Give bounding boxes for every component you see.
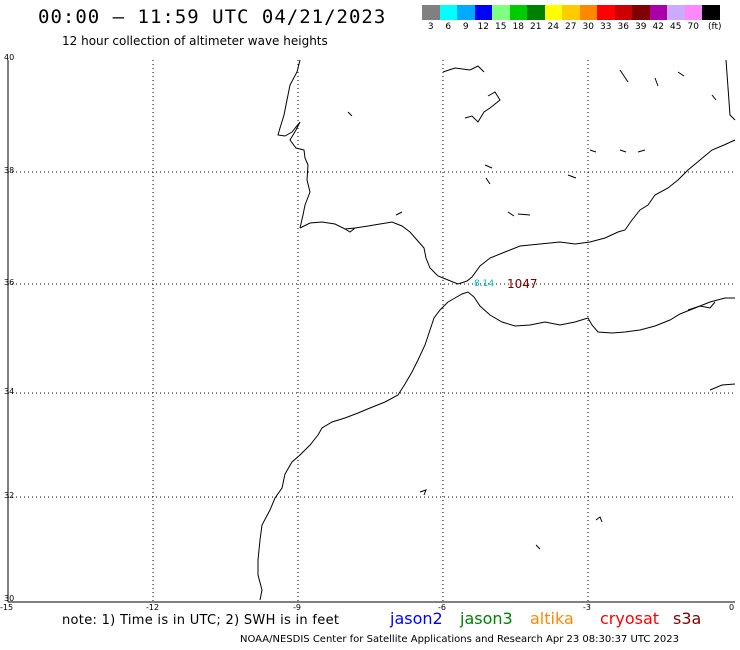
legend-swatch [527,5,545,20]
satellite-legend-jason3: jason3 [460,609,513,628]
coastline [257,59,736,601]
legend-label: 70 [687,22,699,32]
legend-label: 30 [582,22,594,32]
legend-label: 27 [565,22,577,32]
map-frame [7,60,735,603]
lat-label-30: 30 [4,594,15,603]
legend-swatch [474,5,492,20]
legend-label: 39 [635,22,647,32]
lon-label-minus9: -9 [293,603,301,612]
lat-label-38: 38 [4,166,15,175]
legend-swatch [509,5,527,20]
legend-label: 21 [530,22,542,32]
legend-swatch [544,5,562,20]
color-legend-labels: 3 6 9 12 15 18 21 24 27 30 33 36 39 42 45 70 (ft) [422,22,740,34]
satellite-legend-altika: altika [530,609,574,628]
lat-label-34: 34 [4,387,15,396]
legend-swatch [422,5,440,20]
legend-swatch [579,5,597,20]
legend-swatch [562,5,580,20]
lat-label-32: 32 [4,491,15,500]
legend-label: 6 [445,22,452,32]
legend-swatch [614,5,632,20]
satellite-legend-cryosat: cryosat [600,609,660,628]
legend-swatch [439,5,457,20]
lon-label-minus12: -12 [146,603,160,612]
legend-swatch [632,5,650,20]
legend-label: 18 [512,22,524,32]
lat-label-40: 40 [4,53,15,62]
legend-label: 45 [670,22,682,32]
legend-label: (ft) [707,22,722,32]
legend-swatch [649,5,667,20]
legend-label: 15 [495,22,507,32]
color-legend [422,5,720,20]
page-title: 00:00 – 11:59 UTC 04/21/2023 [38,6,387,28]
observation-label: 8.14 [474,279,495,289]
legend-label: 36 [617,22,629,32]
page-subtitle: 12 hour collection of altimeter wave hei… [62,34,328,48]
legend-label: 24 [547,22,559,32]
legend-label: 3 [427,22,434,32]
credit-line: NOAA/NESDIS Center for Satellite Applica… [240,634,679,645]
legend-swatch [597,5,615,20]
legend-swatch [684,5,702,20]
legend-label: 42 [652,22,664,32]
graticule [8,60,735,602]
legend-swatch [702,5,720,20]
legend-label: 12 [477,22,489,32]
lat-label-36: 36 [4,278,15,287]
footer-note: note: 1) Time is in UTC; 2) SWH is in fe… [62,613,340,628]
legend-swatch [667,5,685,20]
lon-label-0: 0 [729,603,735,612]
legend-label: 9 [462,22,469,32]
legend-swatch [492,5,510,20]
observation-label: 1047 [507,277,538,291]
satellite-legend-s3a: s3a [673,609,702,628]
lon-label-minus15: -15 [0,603,14,612]
legend-label: 33 [600,22,612,32]
legend-swatch [457,5,475,20]
lon-label-minus3: -3 [583,603,591,612]
lon-label-minus6: -6 [438,603,446,612]
satellite-legend-jason2: jason2 [390,609,443,628]
